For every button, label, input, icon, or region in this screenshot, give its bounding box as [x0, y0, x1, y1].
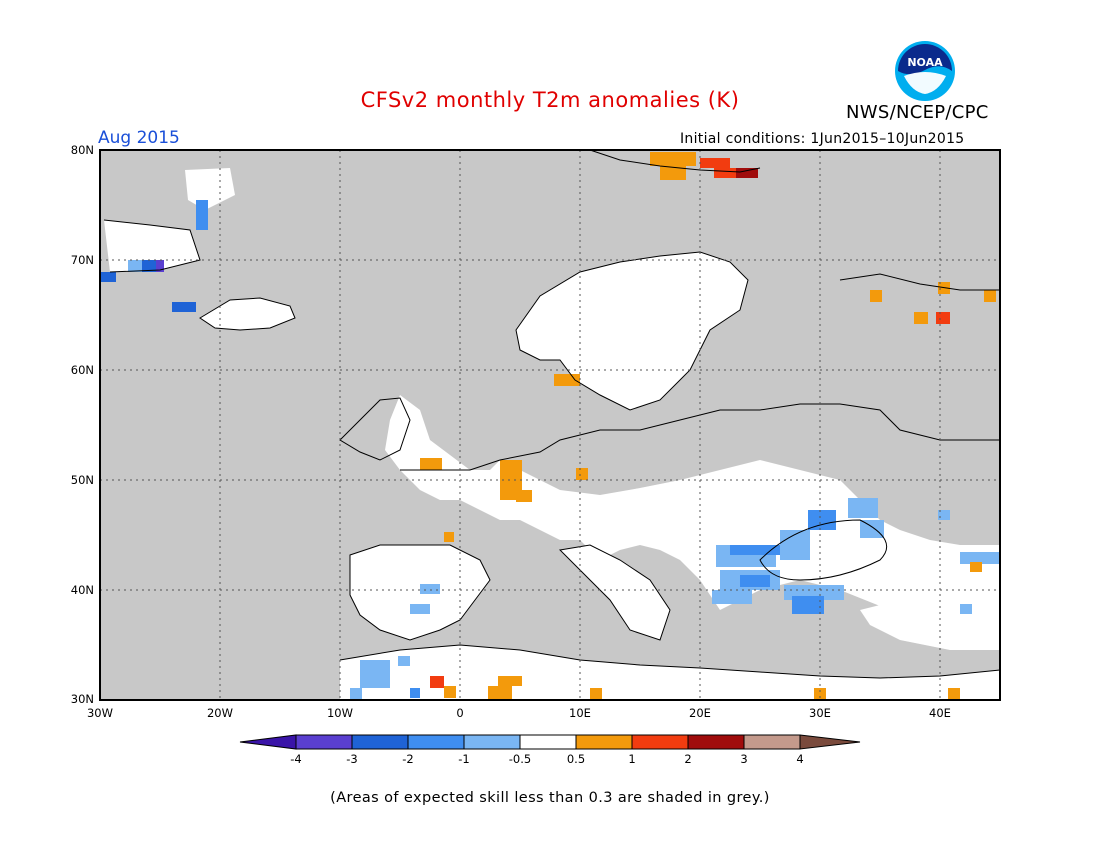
colorbar-arrow-high	[799, 734, 861, 750]
lat-tick-80n: 80N	[70, 143, 94, 157]
lon-tick-30w: 30W	[86, 706, 113, 720]
colorbar-segment	[631, 734, 689, 750]
colorbar-label: -3	[346, 752, 358, 766]
anomaly-map	[99, 149, 1001, 701]
colorbar-segment	[463, 734, 521, 750]
lon-tick-40e: 40E	[929, 706, 951, 720]
target-month: Aug 2015	[98, 128, 180, 148]
colorbar-segment	[575, 734, 633, 750]
colorbar-label: -1	[458, 752, 470, 766]
graticule	[100, 150, 1000, 700]
colorbar-label: -4	[290, 752, 302, 766]
coastlines	[103, 149, 1001, 679]
lon-tick-10e: 10E	[569, 706, 591, 720]
lon-tick-30e: 30E	[809, 706, 831, 720]
colorbar-label: -2	[402, 752, 414, 766]
lon-tick-0: 0	[456, 706, 464, 720]
colorbar-segment	[687, 734, 745, 750]
colorbar-label: 0.5	[566, 752, 586, 766]
lat-tick-70n: 70N	[70, 253, 94, 267]
colorbar-label: 3	[740, 752, 748, 766]
noaa-logo: NOAA	[894, 40, 956, 102]
initial-conditions: Initial conditions: 1Jun2015–10Jun2015	[680, 131, 965, 147]
colorbar-arrow-low	[239, 734, 297, 750]
noaa-logo-text: NOAA	[907, 56, 943, 69]
skill-footnote: (Areas of expected skill less than 0.3 a…	[330, 790, 770, 806]
lat-tick-60n: 60N	[70, 363, 94, 377]
lon-tick-20e: 20E	[689, 706, 711, 720]
colorbar-segment	[407, 734, 465, 750]
lat-tick-50n: 50N	[70, 473, 94, 487]
colorbar-segment	[351, 734, 409, 750]
lon-tick-10w: 10W	[326, 706, 353, 720]
lat-tick-40n: 40N	[70, 583, 94, 597]
lat-tick-30n: 30N	[70, 692, 94, 706]
agency-label: NWS/NCEP/CPC	[846, 102, 989, 123]
colorbar-segment	[295, 734, 353, 750]
colorbar-label: 2	[684, 752, 692, 766]
colorbar-label: 4	[796, 752, 804, 766]
page-title: CFSv2 monthly T2m anomalies (K)	[360, 88, 740, 112]
colorbar-label: 1	[628, 752, 636, 766]
anomaly-cells	[100, 152, 1000, 700]
lon-tick-20w: 20W	[206, 706, 233, 720]
colorbar-label: -0.5	[508, 752, 532, 766]
colorbar	[239, 734, 861, 750]
colorbar-segment	[519, 734, 577, 750]
colorbar-segment	[743, 734, 801, 750]
